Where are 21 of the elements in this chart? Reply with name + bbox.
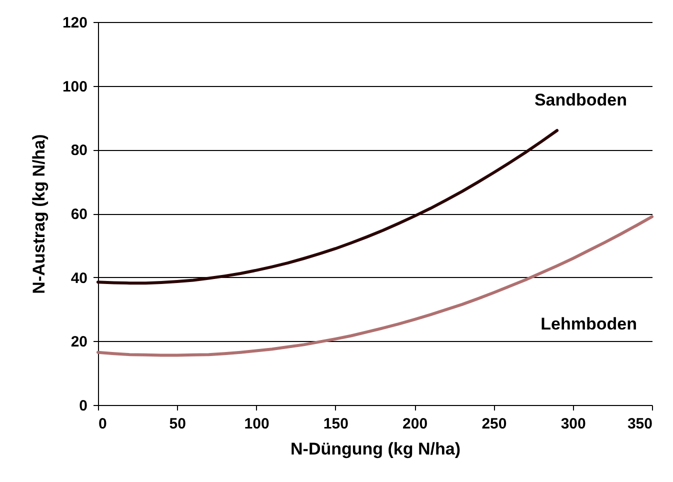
- x-tick-label: 200: [402, 416, 428, 432]
- y-tick-label: 100: [62, 78, 88, 96]
- y-tick-label: 40: [70, 270, 88, 287]
- y-axis-title: N-Austrag (kg N/ha): [29, 134, 48, 294]
- y-tick-label: 60: [70, 206, 88, 223]
- y-tick-label: 20: [70, 334, 88, 351]
- x-tick-label: 100: [244, 416, 270, 432]
- x-tick-label: 50: [169, 416, 186, 432]
- line-series: [96, 129, 559, 285]
- series-label: Sandboden: [534, 90, 628, 110]
- x-tick-label: 0: [98, 416, 107, 432]
- y-tick-label: 0: [79, 398, 88, 414]
- x-tick-label: 300: [560, 416, 586, 432]
- text: Lehmboden: [540, 314, 637, 334]
- y-tick-label: 80: [70, 142, 88, 160]
- y-tick-label: 120: [62, 14, 88, 32]
- x-tick-label: 350: [627, 416, 652, 432]
- x-tick-label: 150: [323, 416, 348, 432]
- x-tick-label: 250: [482, 416, 507, 432]
- line-series: [96, 215, 654, 357]
- x-axis-title: N-Düngung (kg N/ha): [290, 440, 460, 458]
